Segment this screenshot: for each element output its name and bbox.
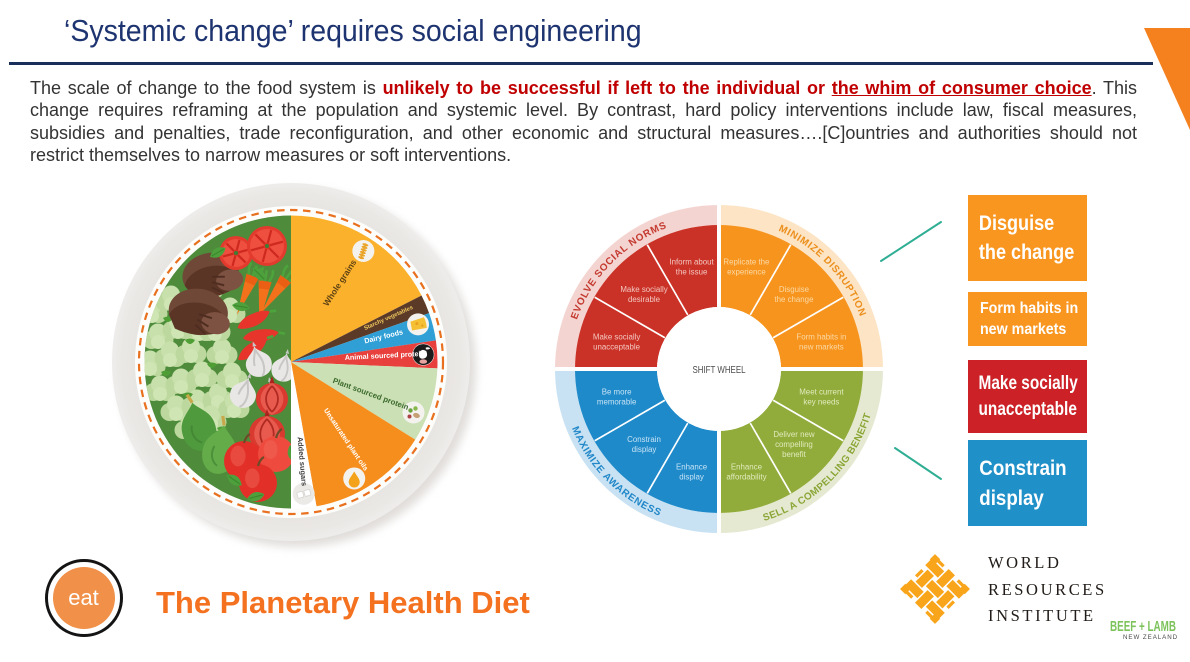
svg-text:Animal sourced protein: Animal sourced protein	[344, 349, 425, 362]
svg-text:SHIFT WHEEL: SHIFT WHEEL	[693, 364, 746, 376]
svg-text:Added sugars: Added sugars	[296, 436, 309, 486]
